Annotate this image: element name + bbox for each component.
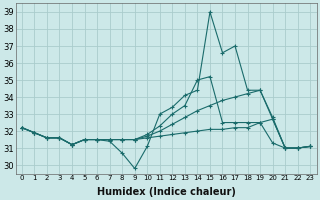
- X-axis label: Humidex (Indice chaleur): Humidex (Indice chaleur): [97, 187, 236, 197]
